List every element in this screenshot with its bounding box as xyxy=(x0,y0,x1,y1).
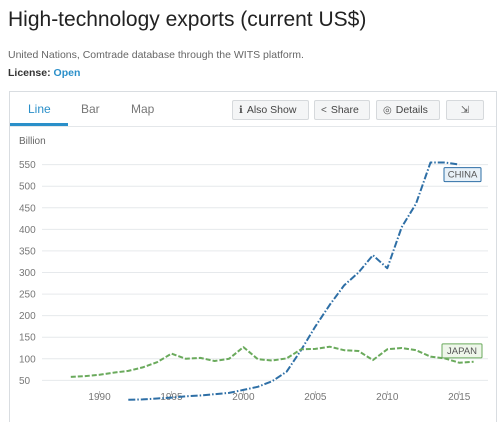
series-label-japan: JAPAN xyxy=(447,346,477,357)
info-icon: ℹ xyxy=(239,104,243,116)
y-tick-label: 550 xyxy=(19,160,36,171)
series-label-box xyxy=(441,343,483,359)
license-line: License: Open xyxy=(8,67,80,79)
details-icon: ◎ xyxy=(383,104,392,116)
license-open-link[interactable]: Open xyxy=(53,67,81,79)
y-axis-label: Billion xyxy=(19,136,46,147)
series-label-china: CHINA xyxy=(448,170,478,181)
y-tick-label: 250 xyxy=(19,290,36,301)
tab-bar[interactable]: Bar xyxy=(81,102,100,116)
tab-map[interactable]: Map xyxy=(131,102,155,116)
series-label-box xyxy=(443,167,482,183)
y-tick-label: 400 xyxy=(19,225,36,236)
y-tick-label: 150 xyxy=(19,333,36,344)
also-show-label: Also Show xyxy=(246,104,297,116)
y-tick-label: 450 xyxy=(19,203,36,214)
series-line-japan xyxy=(70,345,474,378)
share-button[interactable]: < Share xyxy=(314,100,370,120)
y-tick-label: 100 xyxy=(19,354,36,365)
source-text: United Nations, Comtrade database throug… xyxy=(8,49,304,61)
x-tick-label: 2015 xyxy=(448,392,471,403)
chart-card: Line Bar Map ℹ Also Show < Share ◎ Detai… xyxy=(9,91,497,422)
tab-line[interactable]: Line xyxy=(28,102,51,116)
x-tick-label: 1990 xyxy=(88,392,111,403)
share-icon: < xyxy=(321,104,327,116)
view-tabs: Line Bar Map ℹ Also Show < Share ◎ Detai… xyxy=(10,92,496,127)
y-tick-label: 350 xyxy=(19,246,36,257)
x-tick-label: 2005 xyxy=(304,392,327,403)
details-button[interactable]: ◎ Details xyxy=(376,100,440,120)
y-tick-label: 50 xyxy=(19,376,31,387)
details-label: Details xyxy=(395,104,428,116)
download-button[interactable]: ⇲ xyxy=(446,100,484,120)
x-tick-label: 2010 xyxy=(376,392,399,403)
active-tab-indicator xyxy=(10,123,68,126)
y-tick-label: 200 xyxy=(19,311,36,322)
share-label: Share xyxy=(330,104,359,116)
license-label: License: xyxy=(8,67,51,79)
y-tick-label: 300 xyxy=(19,268,36,279)
download-icon: ⇲ xyxy=(460,104,470,116)
x-tick-label: 2000 xyxy=(232,392,255,403)
page-title: High-technology exports (current US$) xyxy=(8,8,367,31)
series-line-china xyxy=(128,161,460,401)
y-tick-label: 500 xyxy=(19,182,36,193)
also-show-button[interactable]: ℹ Also Show xyxy=(232,100,309,120)
